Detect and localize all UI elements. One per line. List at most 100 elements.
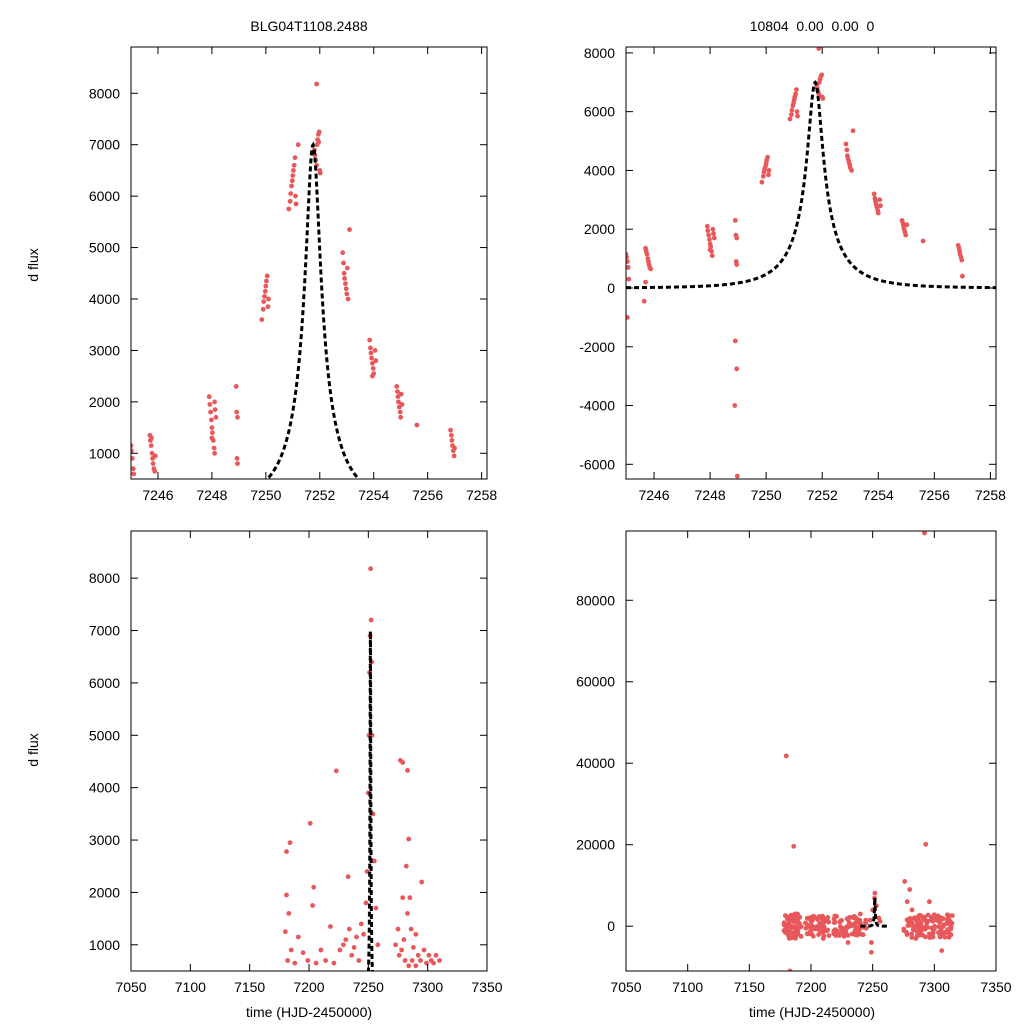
data-point <box>710 226 716 232</box>
data-point <box>399 947 404 953</box>
data-point <box>940 916 946 921</box>
data-point <box>936 930 941 935</box>
data-point <box>370 366 376 371</box>
data-point <box>869 949 874 955</box>
data-point <box>208 409 214 415</box>
data-point <box>860 932 866 938</box>
plot-area <box>282 566 442 971</box>
data-point <box>711 235 717 241</box>
data-point <box>152 453 158 459</box>
data-point <box>349 952 355 958</box>
data-point <box>370 373 375 379</box>
data-point <box>262 288 268 294</box>
data-point <box>648 266 654 272</box>
data-point <box>798 924 804 929</box>
data-point <box>405 911 410 916</box>
xlabel-bottom-right: time (HJD-2450000) <box>749 1004 875 1020</box>
data-point <box>341 270 347 276</box>
data-point <box>209 435 215 441</box>
data-point <box>819 929 825 935</box>
data-point <box>831 928 837 934</box>
data-point <box>368 617 374 623</box>
data-point <box>368 566 373 572</box>
data-point <box>850 922 856 928</box>
data-point <box>263 283 269 289</box>
x-tick-label: 7200 <box>293 979 324 995</box>
data-point <box>858 920 863 926</box>
data-point <box>904 899 910 905</box>
data-point <box>367 337 373 343</box>
data-point <box>817 921 822 926</box>
data-point <box>734 473 740 479</box>
data-point <box>448 427 453 433</box>
y-tick-label: 0 <box>607 918 615 934</box>
panel-top-left: 7246 7248 7250 7252 7254 7256 7258 1000 2000 3000… <box>89 46 497 503</box>
data-point <box>734 366 740 372</box>
data-point <box>644 251 650 257</box>
data-point <box>925 912 931 918</box>
data-point <box>345 296 351 302</box>
data-point <box>347 227 352 233</box>
data-point <box>935 913 941 919</box>
data-point <box>853 925 859 931</box>
y-tick-label: 80000 <box>576 592 615 608</box>
data-point <box>734 235 740 241</box>
data-point <box>284 892 289 898</box>
data-point <box>398 414 404 420</box>
data-point <box>305 958 311 963</box>
data-point <box>400 760 406 765</box>
x-tick-label: 7248 <box>196 487 227 503</box>
data-point <box>300 950 306 956</box>
model-curve <box>366 631 374 971</box>
data-point <box>930 925 936 931</box>
data-point <box>732 338 738 344</box>
data-point <box>317 170 323 176</box>
data-point <box>787 919 792 925</box>
data-point <box>841 926 846 931</box>
data-point <box>816 47 822 51</box>
data-point <box>826 933 832 939</box>
data-point <box>343 281 348 286</box>
data-point <box>293 201 299 207</box>
data-point <box>397 409 403 415</box>
y-tick-label: -6000 <box>579 456 615 472</box>
data-point <box>292 960 298 966</box>
data-point <box>789 112 794 117</box>
data-point <box>323 958 328 963</box>
data-point <box>907 919 913 925</box>
data-point <box>803 925 809 931</box>
data-point <box>869 940 874 945</box>
xlabel-bottom-left: time (HJD-2450000) <box>246 1004 372 1020</box>
data-point <box>210 430 215 436</box>
data-point <box>318 947 324 953</box>
data-point <box>786 935 792 941</box>
data-point <box>917 932 923 938</box>
data-point <box>451 453 457 459</box>
y-tick-label: 8000 <box>89 570 120 586</box>
model-curve <box>265 141 361 479</box>
y-tick-label: -4000 <box>579 398 615 414</box>
data-point <box>704 223 710 229</box>
data-point <box>286 206 292 212</box>
plot-area <box>781 531 955 971</box>
data-point <box>233 384 239 389</box>
ylabel-top-left: d flux <box>25 248 41 281</box>
data-point <box>418 958 423 963</box>
data-point <box>288 947 294 953</box>
data-point <box>131 456 135 461</box>
data-point <box>926 931 932 937</box>
y-tick-label: 2000 <box>89 884 120 900</box>
data-point <box>815 915 821 921</box>
data-point <box>371 858 377 864</box>
data-point <box>343 937 349 942</box>
data-point <box>314 81 319 87</box>
data-point <box>260 306 266 312</box>
data-point <box>150 461 156 466</box>
data-point <box>212 407 218 412</box>
data-point <box>212 399 218 405</box>
x-tick-label: 7246 <box>638 487 669 503</box>
data-point <box>266 296 271 302</box>
data-point <box>878 203 883 209</box>
data-point <box>337 947 343 953</box>
data-point <box>426 952 432 958</box>
